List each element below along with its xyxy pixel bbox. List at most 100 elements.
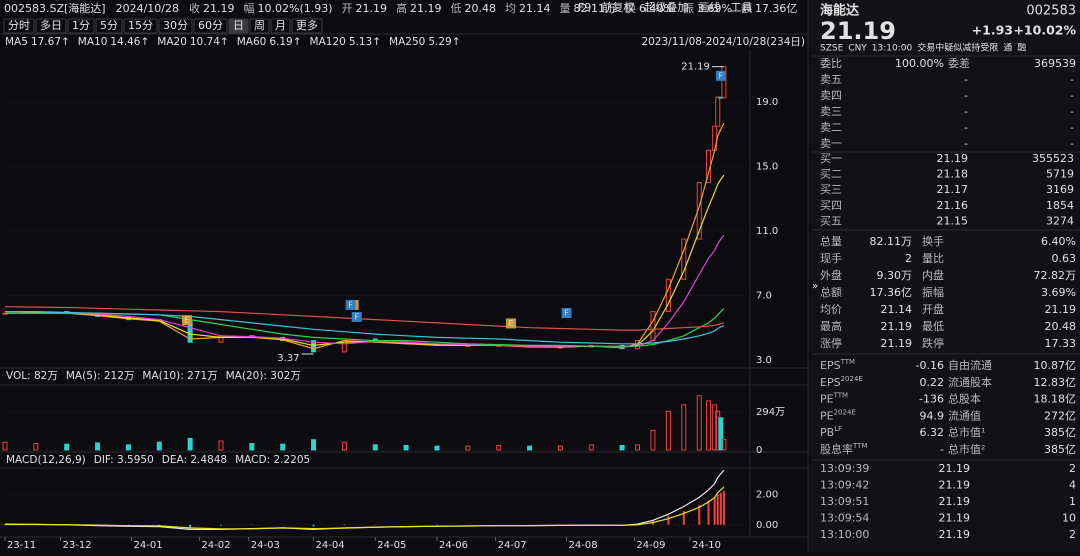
button-box bbox=[67, 18, 95, 34]
book-price: 21.18 bbox=[937, 168, 969, 181]
event-label: F bbox=[354, 312, 359, 321]
fin-label-main: PB bbox=[820, 426, 834, 439]
legend-name: MA20 bbox=[157, 36, 187, 48]
tool-button[interactable]: 前复权 bbox=[601, 0, 634, 14]
candle bbox=[311, 340, 317, 353]
quote-value: 21.19 bbox=[203, 2, 235, 15]
period-button[interactable]: 多日 bbox=[35, 18, 67, 34]
period-button[interactable]: 分时 bbox=[3, 18, 35, 34]
period-button[interactable]: 5分 bbox=[95, 18, 123, 34]
book-label: 买四 bbox=[820, 199, 842, 212]
fin-label-main: PE bbox=[820, 409, 834, 422]
book-price: - bbox=[964, 89, 968, 102]
fin-label: EPS2024E bbox=[820, 375, 863, 389]
stock-code: 002583 bbox=[1026, 4, 1076, 19]
book-label: 买一 bbox=[820, 152, 842, 165]
x-tick-label: 24-06 bbox=[439, 540, 468, 551]
button-box bbox=[158, 18, 193, 34]
collapse-arrow[interactable]: » bbox=[812, 281, 818, 292]
candle bbox=[715, 96, 721, 127]
price-change: +1.93 bbox=[972, 23, 1013, 38]
quote-label: 振 bbox=[683, 1, 694, 15]
fin-label: PETTM bbox=[820, 392, 848, 406]
row-value: 100.00% bbox=[895, 57, 944, 70]
volume-bar bbox=[465, 445, 471, 451]
fin-label: 总市值¹ bbox=[948, 425, 985, 439]
trade-volume: 1 bbox=[1069, 495, 1076, 508]
legend-name: MA10 bbox=[78, 36, 108, 48]
stat-value: 21.19 bbox=[1045, 303, 1077, 316]
fin-value: 6.32 bbox=[920, 426, 945, 439]
period-label: 1分 bbox=[72, 19, 90, 32]
legend-name: MA120 bbox=[310, 36, 346, 48]
fin-label-sup: TTM bbox=[833, 392, 848, 400]
fin-value: -136 bbox=[919, 393, 944, 406]
volume-bar bbox=[588, 444, 594, 451]
period-button[interactable]: 月 bbox=[270, 18, 291, 34]
period-button[interactable]: 周 bbox=[249, 18, 270, 34]
quote-label: 高 bbox=[396, 1, 407, 15]
quote-value: 17.36亿 bbox=[755, 2, 798, 15]
book-label: 卖一 bbox=[820, 137, 842, 150]
volume-bar bbox=[557, 445, 563, 451]
fin-value: 12.83亿 bbox=[1034, 376, 1077, 389]
volume-bar bbox=[712, 404, 718, 451]
period-button[interactable]: 更多 bbox=[291, 18, 323, 34]
trade-price: 21.19 bbox=[939, 495, 971, 508]
stat-value: 21.19 bbox=[881, 320, 913, 333]
fin-label: 流通值 bbox=[948, 408, 981, 422]
book-volume: - bbox=[1070, 73, 1074, 86]
book-label: 买二 bbox=[820, 168, 842, 181]
volume-bar bbox=[496, 444, 502, 451]
event-label: F bbox=[564, 309, 569, 318]
period-button[interactable]: 60分 bbox=[193, 18, 228, 34]
period-button[interactable]: 30分 bbox=[158, 18, 193, 34]
period-label: 周 bbox=[254, 19, 265, 32]
quote-label: 额 bbox=[741, 2, 752, 15]
book-volume: 5719 bbox=[1046, 168, 1074, 181]
trade-price: 21.19 bbox=[939, 462, 971, 475]
legend-name: MA60 bbox=[237, 36, 267, 48]
period-button[interactable]: 1分 bbox=[67, 18, 95, 34]
trade-time: 13:09:39 bbox=[820, 462, 869, 475]
stat-label: 涨停 bbox=[820, 336, 842, 350]
quote-label: 量 bbox=[560, 2, 571, 15]
stat-value: 9.30万 bbox=[877, 269, 913, 282]
status-info: CNY bbox=[848, 44, 867, 54]
stat-label: 开盘 bbox=[922, 302, 944, 316]
y-tick-label: 7.0 bbox=[756, 290, 772, 301]
tool-button[interactable]: 工具 bbox=[730, 1, 752, 14]
quote-value: 6.40% bbox=[639, 2, 674, 15]
tool-button[interactable]: F9 bbox=[578, 1, 591, 14]
legend-value: 14.46↑ bbox=[110, 36, 149, 48]
tool-button[interactable]: 画线 bbox=[698, 0, 720, 14]
candle bbox=[681, 238, 687, 280]
legend-value: 10.74↑ bbox=[190, 36, 229, 48]
status-info: SZSE bbox=[820, 44, 844, 54]
fin-value: 18.18亿 bbox=[1034, 393, 1077, 406]
volume-bar bbox=[33, 443, 39, 451]
row-label: 委差 bbox=[948, 56, 970, 70]
period-label: 日 bbox=[233, 19, 244, 32]
x-tick-label: 24-09 bbox=[636, 540, 665, 551]
period-button[interactable]: 日 bbox=[228, 18, 249, 34]
tool-button[interactable]: 超级叠加 bbox=[644, 0, 688, 14]
legend-value: 5.29↑ bbox=[428, 36, 460, 48]
stock-code: 002583.SZ[海能达] bbox=[4, 1, 106, 15]
book-price: 21.15 bbox=[937, 214, 969, 227]
stat-label: 总量 bbox=[820, 234, 842, 248]
macd-legend: MACD: 2.2205 bbox=[235, 454, 310, 466]
quote-label: 收 bbox=[189, 1, 200, 15]
stat-value: 6.40% bbox=[1041, 235, 1076, 248]
book-volume: - bbox=[1070, 105, 1074, 118]
volume-bar bbox=[95, 442, 101, 451]
volume-bar bbox=[403, 444, 409, 451]
fin-label-sup: TTM bbox=[840, 358, 855, 366]
button-box bbox=[228, 18, 249, 34]
period-button[interactable]: 15分 bbox=[123, 18, 158, 34]
stat-value: 20.48 bbox=[1045, 320, 1077, 333]
stat-label: 现手 bbox=[820, 251, 842, 265]
y-tick-label: 0.00 bbox=[756, 520, 778, 531]
candle bbox=[665, 278, 671, 313]
x-tick-label: 24-02 bbox=[201, 540, 230, 551]
